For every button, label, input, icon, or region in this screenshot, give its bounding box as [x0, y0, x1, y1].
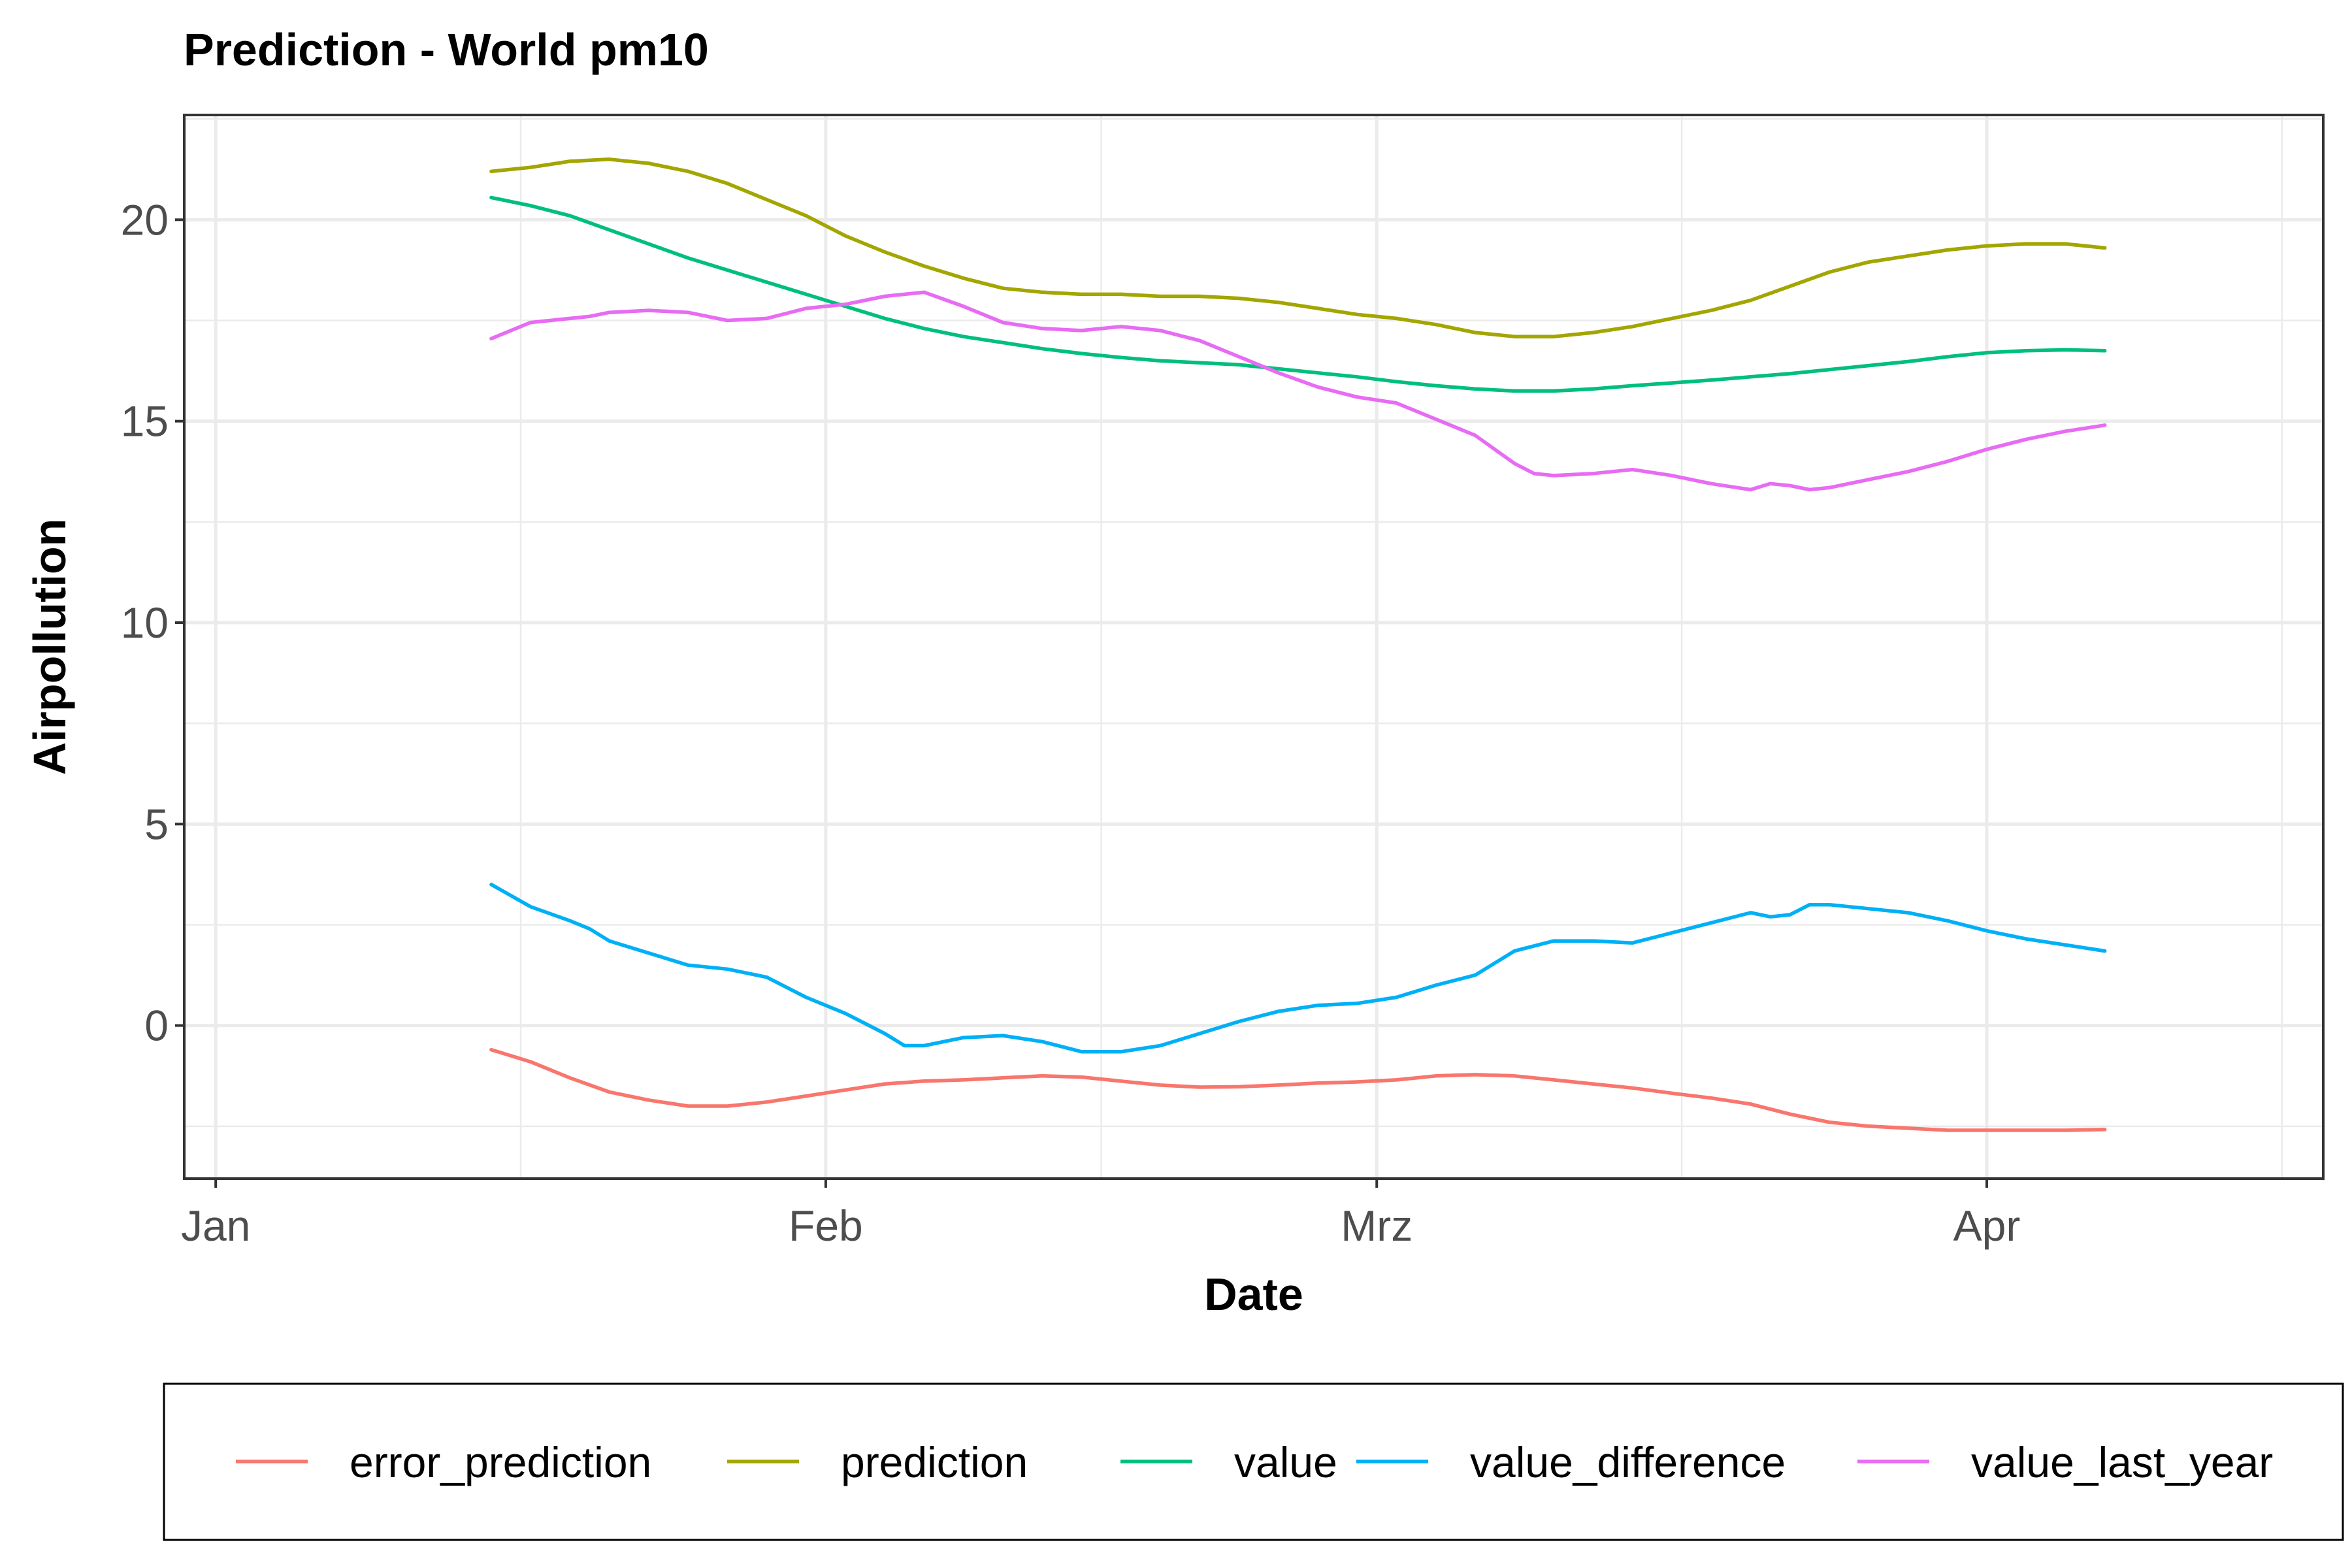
y-tick-label: 10 — [121, 598, 169, 647]
legend-box — [163, 1382, 2344, 1541]
minor-gridlines — [184, 115, 2323, 1179]
x-tick-label: Mrz — [1341, 1201, 1413, 1250]
series-line-value-last-year — [489, 290, 2107, 492]
y-axis-ticks: 0 5 10 15 20 — [121, 195, 184, 1050]
plot-border — [183, 114, 2325, 1180]
plot-background — [184, 115, 2323, 1179]
x-axis-ticks: Jan Feb Mrz Apr — [181, 1179, 2020, 1250]
major-gridlines — [184, 115, 2323, 1179]
y-tick-label: 15 — [121, 397, 169, 446]
legend-label-value: value — [1234, 1438, 1337, 1486]
x-tick-label: Jan — [181, 1201, 250, 1250]
x-tick-label: Feb — [789, 1201, 863, 1250]
legend-label-value-last-year: value_last_year — [1971, 1438, 2273, 1486]
legend-label-prediction: prediction — [841, 1438, 1028, 1486]
x-tick-label: Apr — [1953, 1201, 2021, 1250]
series-line-value — [489, 195, 2107, 393]
legend-label-value-difference: value_difference — [1470, 1438, 1786, 1486]
chart-title: Prediction - World pm10 — [184, 24, 709, 75]
y-tick-label: 0 — [144, 1002, 169, 1050]
y-tick-label: 20 — [121, 195, 169, 244]
series-line-prediction — [489, 157, 2107, 338]
series-line-error-prediction — [489, 1047, 2107, 1132]
series-lines — [489, 157, 2107, 1132]
y-axis-title: Airpollution — [24, 519, 75, 776]
y-tick-label: 5 — [144, 800, 169, 848]
legend: error_prediction prediction value value_dif… — [236, 1438, 2273, 1486]
x-axis-title: Date — [1204, 1269, 1303, 1320]
legend-label-error-prediction: error_prediction — [350, 1438, 651, 1486]
series-line-value-difference — [489, 883, 2107, 1054]
